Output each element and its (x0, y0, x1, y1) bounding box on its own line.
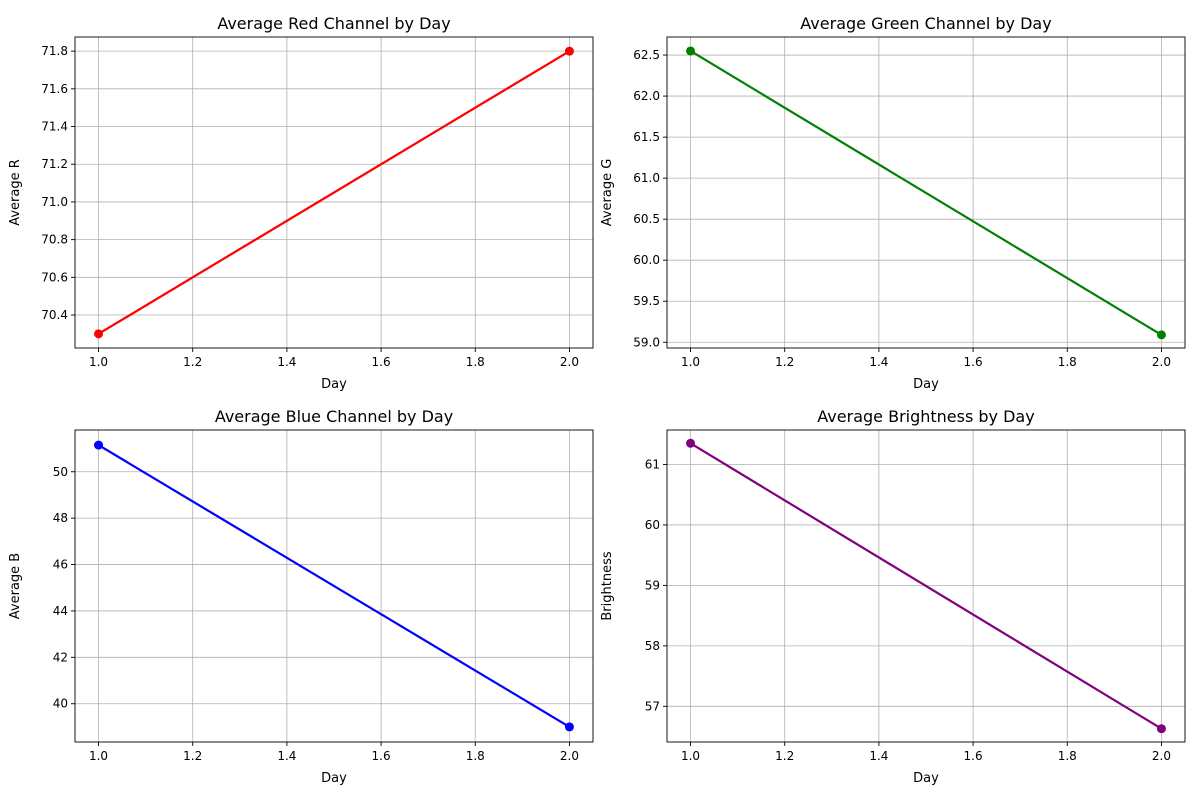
data-point (564, 46, 574, 56)
series-line (97, 50, 571, 335)
x-tick-label: 1.4 (869, 749, 888, 763)
plot-area-frame (666, 36, 1186, 349)
data-point (686, 46, 696, 56)
x-tick-label: 1.0 (681, 355, 700, 369)
series-line (689, 50, 1163, 336)
x-tick-label: 1.4 (869, 355, 888, 369)
x-tick-label: 2.0 (1152, 749, 1171, 763)
y-tick-label: 48 (53, 511, 68, 525)
x-axis-label: Day (321, 771, 347, 786)
x-tick-label: 1.8 (466, 355, 485, 369)
y-tick-label: 71.2 (41, 157, 68, 171)
y-tick-label: 40 (53, 697, 68, 711)
y-tick-label: 71.6 (41, 82, 68, 96)
x-axis-label: Day (913, 771, 939, 786)
x-tick-label: 1.6 (964, 355, 983, 369)
x-tick-label: 2.0 (560, 355, 579, 369)
y-tick-label: 71.8 (41, 44, 68, 58)
y-tick-label: 71.4 (41, 120, 68, 134)
y-tick-label: 44 (53, 604, 68, 618)
series-line (97, 444, 571, 728)
y-tick-label: 57 (645, 699, 660, 713)
y-tick-label: 70.8 (41, 233, 68, 247)
y-tick-label: 70.6 (41, 270, 68, 284)
y-tick-label: 60.5 (633, 212, 660, 226)
y-tick-label: 42 (53, 650, 68, 664)
x-tick-label: 1.0 (681, 749, 700, 763)
chart-panel-4: 1.0 1.2 1.4 1.6 1.8 2.0 57 58 59 60 61 Average Brig… (600, 407, 1186, 786)
x-tick-label: 1.4 (277, 749, 296, 763)
chart-title: Average Brightness by Day (817, 407, 1034, 426)
x-tick-label: 1.4 (277, 355, 296, 369)
y-axis-label: Brightness (600, 551, 615, 620)
y-tick-label: 62.5 (633, 48, 660, 62)
x-tick-label: 1.8 (1058, 749, 1077, 763)
data-point (94, 329, 104, 339)
series-line (689, 442, 1163, 730)
x-tick-label: 1.2 (183, 355, 202, 369)
y-tick-label: 61.0 (633, 171, 660, 185)
y-axis-label: Average G (600, 159, 615, 227)
chart-panel-2: 1.0 1.2 1.4 1.6 1.8 2.0 59.0 59.5 60.0 60.5 61.0 61… (600, 14, 1186, 392)
x-tick-label: 1.6 (964, 749, 983, 763)
y-axis-label: Average B (8, 553, 23, 619)
plot-area-frame (74, 36, 594, 349)
y-tick-label: 60 (645, 518, 660, 532)
y-tick-label: 59.5 (633, 294, 660, 308)
chart-panel-1: 1.0 1.2 1.4 1.6 1.8 2.0 70.4 70.6 70.8 71.0 71.2 71… (8, 14, 594, 392)
x-tick-label: 1.8 (466, 749, 485, 763)
y-tick-label: 60.0 (633, 253, 660, 267)
x-tick-label: 1.0 (89, 749, 108, 763)
x-tick-label: 1.0 (89, 355, 108, 369)
y-tick-label: 62.0 (633, 89, 660, 103)
x-tick-label: 1.6 (372, 355, 391, 369)
y-axis-label: Average R (8, 159, 23, 226)
y-tick-label: 59 (645, 578, 660, 592)
x-tick-label: 1.2 (775, 355, 794, 369)
x-axis-label: Day (321, 377, 347, 392)
data-point (94, 440, 104, 450)
y-tick-label: 71.0 (41, 195, 68, 209)
data-point (1156, 724, 1166, 734)
y-tick-label: 70.4 (41, 308, 68, 322)
y-tick-label: 61 (645, 457, 660, 471)
y-tick-label: 46 (53, 558, 68, 572)
x-axis-label: Day (913, 377, 939, 392)
data-point (686, 438, 696, 448)
x-tick-label: 1.8 (1058, 355, 1077, 369)
chart-panel-3: 1.0 1.2 1.4 1.6 1.8 2.0 40 42 44 46 48 50 Average Bl… (8, 407, 594, 786)
y-tick-label: 59.0 (633, 335, 660, 349)
x-tick-label: 2.0 (560, 749, 579, 763)
plot-area-frame (666, 429, 1186, 743)
chart-title: Average Blue Channel by Day (215, 407, 453, 426)
x-tick-label: 1.2 (183, 749, 202, 763)
plot-area-frame (74, 429, 594, 743)
y-tick-label: 61.5 (633, 130, 660, 144)
x-tick-label: 1.2 (775, 749, 794, 763)
data-point (1156, 330, 1166, 340)
chart-title: Average Green Channel by Day (800, 14, 1051, 33)
chart-title: Average Red Channel by Day (217, 14, 450, 33)
data-point (564, 722, 574, 732)
x-tick-label: 1.6 (372, 749, 391, 763)
y-tick-label: 50 (53, 465, 68, 479)
x-tick-label: 2.0 (1152, 355, 1171, 369)
y-tick-label: 58 (645, 639, 660, 653)
